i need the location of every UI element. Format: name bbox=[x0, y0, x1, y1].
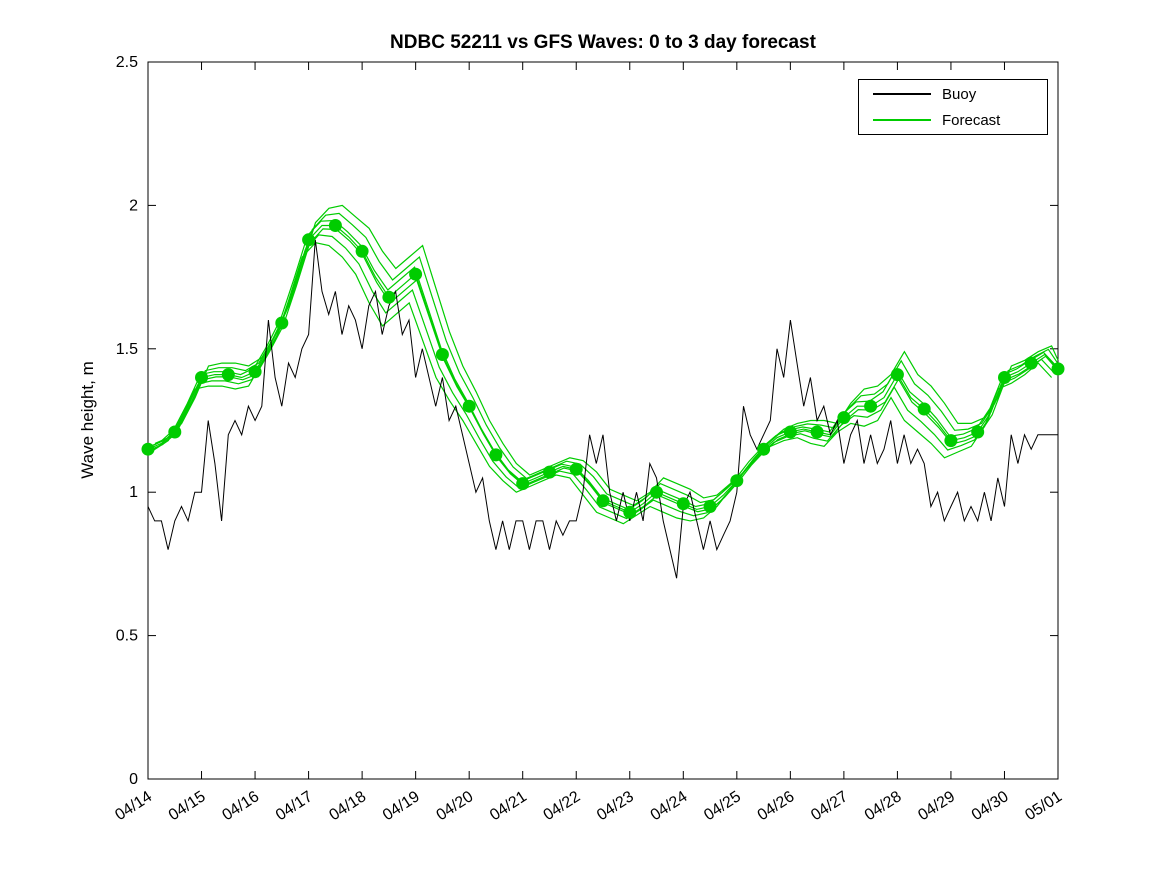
forecast-marker bbox=[890, 368, 904, 382]
legend: Buoy Forecast bbox=[858, 79, 1048, 135]
x-tick-label: 04/25 bbox=[701, 788, 744, 824]
forecast-line bbox=[148, 228, 1059, 516]
forecast-marker bbox=[221, 368, 235, 382]
x-tick-label: 04/21 bbox=[487, 788, 530, 824]
forecast-marker bbox=[275, 316, 289, 330]
x-tick-label: 04/22 bbox=[541, 788, 584, 824]
y-tick-label: 2.5 bbox=[116, 54, 138, 71]
x-tick-label: 04/28 bbox=[862, 788, 905, 824]
forecast-marker bbox=[435, 348, 449, 361]
buoy-line bbox=[147, 239, 1058, 579]
legend-entry-forecast: Forecast bbox=[873, 110, 1047, 130]
forecast-marker bbox=[355, 244, 369, 258]
forecast-marker bbox=[141, 442, 155, 456]
x-tick-label: 04/29 bbox=[915, 788, 958, 824]
forecast-marker bbox=[971, 425, 985, 439]
forecast-marker bbox=[703, 500, 717, 513]
forecast-marker bbox=[864, 399, 878, 413]
forecast-marker bbox=[543, 465, 556, 479]
y-tick-label: 0 bbox=[129, 771, 138, 788]
forecast-line bbox=[147, 234, 1056, 520]
x-tick-label: 04/26 bbox=[755, 788, 798, 824]
x-tick-label: 04/18 bbox=[326, 788, 369, 824]
forecast-marker bbox=[998, 371, 1011, 384]
forecast-marker bbox=[489, 448, 503, 462]
forecast-marker bbox=[1024, 356, 1038, 370]
legend-entry-buoy: Buoy bbox=[873, 84, 1047, 104]
forecast-marker bbox=[783, 425, 797, 439]
forecast-marker bbox=[837, 411, 851, 425]
x-tick-label: 04/30 bbox=[969, 788, 1012, 824]
forecast-marker bbox=[302, 233, 316, 247]
x-tick-label: 04/14 bbox=[112, 788, 155, 824]
legend-label-buoy: Buoy bbox=[942, 85, 977, 103]
y-tick-label: 1.5 bbox=[116, 341, 138, 358]
forecast-line bbox=[147, 224, 1059, 513]
y-tick-label: 1 bbox=[129, 484, 138, 501]
forecast-marker bbox=[810, 425, 824, 439]
forecast-marker bbox=[730, 474, 744, 488]
forecast-marker bbox=[462, 399, 476, 413]
forecast-marker bbox=[569, 462, 583, 476]
forecast-marker bbox=[650, 485, 663, 499]
plot-box bbox=[147, 61, 1059, 780]
x-tick-label: 04/23 bbox=[594, 788, 637, 824]
x-tick-label: 04/16 bbox=[219, 788, 262, 824]
x-tick-label: 05/01 bbox=[1022, 788, 1065, 824]
forecast-marker bbox=[248, 365, 262, 379]
x-tick-label: 04/19 bbox=[380, 788, 423, 824]
forecast-line bbox=[151, 212, 1059, 507]
forecast-line bbox=[147, 242, 1053, 525]
forecast-line-sample bbox=[873, 119, 931, 121]
forecast-marker bbox=[596, 494, 610, 508]
y-tick-label: 0.5 bbox=[116, 628, 138, 645]
chart-title: NDBC 52211 vs GFS Waves: 0 to 3 day fore… bbox=[390, 32, 816, 53]
forecast-marker bbox=[1051, 362, 1065, 376]
forecast-marker bbox=[409, 267, 423, 281]
x-tick-label: 04/24 bbox=[648, 788, 691, 824]
legend-label-forecast: Forecast bbox=[942, 111, 1001, 129]
y-axis-label: Wave height, m bbox=[78, 361, 97, 479]
y-tick-label: 2 bbox=[129, 197, 138, 214]
forecast-marker bbox=[195, 371, 208, 384]
forecast-line bbox=[154, 204, 1059, 502]
forecast-marker bbox=[516, 477, 530, 491]
x-tick-label: 04/20 bbox=[434, 788, 477, 824]
forecast-marker bbox=[757, 442, 771, 456]
forecast-marker bbox=[168, 425, 182, 439]
forecast-marker bbox=[382, 290, 396, 304]
forecast-marker bbox=[676, 497, 690, 511]
forecast-marker bbox=[328, 219, 342, 232]
forecast-marker bbox=[917, 402, 931, 416]
x-tick-label: 04/15 bbox=[166, 788, 209, 824]
forecast-line bbox=[147, 219, 1058, 511]
forecast-marker bbox=[944, 434, 958, 448]
buoy-line-sample bbox=[873, 93, 931, 95]
x-tick-label: 04/17 bbox=[273, 788, 316, 824]
forecast-marker bbox=[623, 505, 637, 519]
x-tick-label: 04/27 bbox=[808, 788, 851, 824]
